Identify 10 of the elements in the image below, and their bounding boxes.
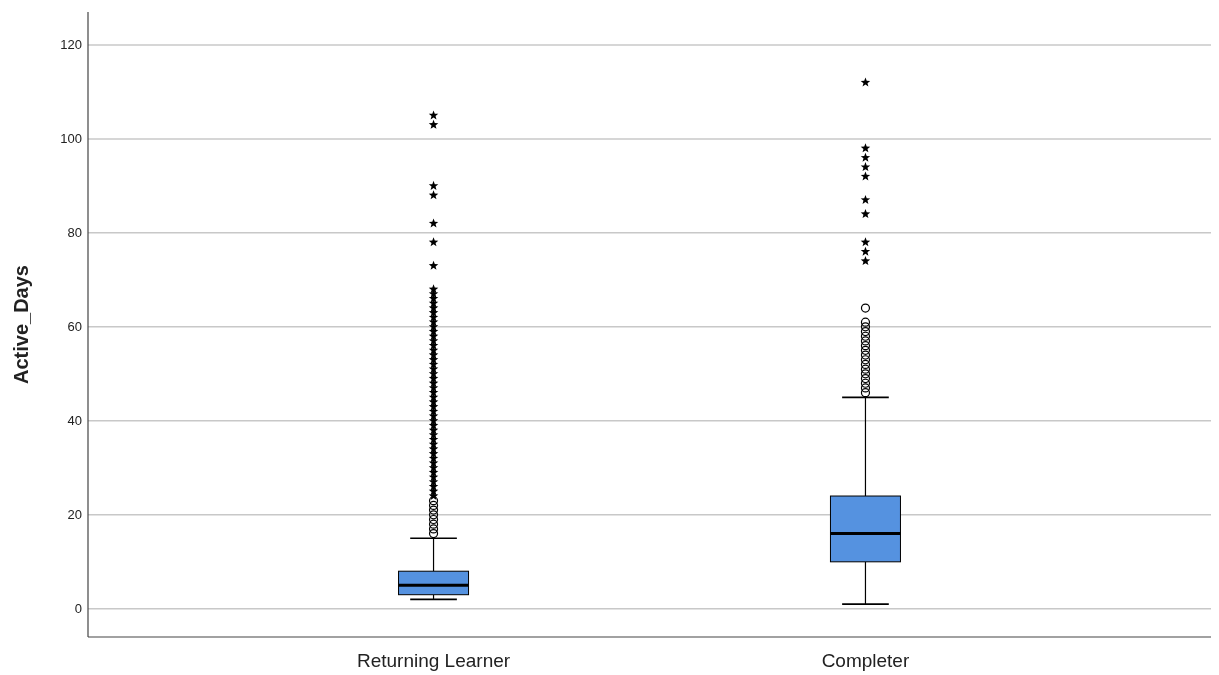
y-tick-label: 60 <box>67 319 82 335</box>
y-tick-label: 80 <box>67 225 82 241</box>
y-tick-label: 0 <box>74 601 82 617</box>
y-tick-label: 120 <box>60 37 82 53</box>
x-tick-label: Completer <box>821 650 910 671</box>
y-axis-title: Active_Days <box>10 265 32 384</box>
y-tick-label: 100 <box>60 131 82 147</box>
x-tick-label: Returning Learner <box>356 650 511 671</box>
y-tick-label: 40 <box>67 413 82 429</box>
y-tick-label: 20 <box>67 507 82 523</box>
